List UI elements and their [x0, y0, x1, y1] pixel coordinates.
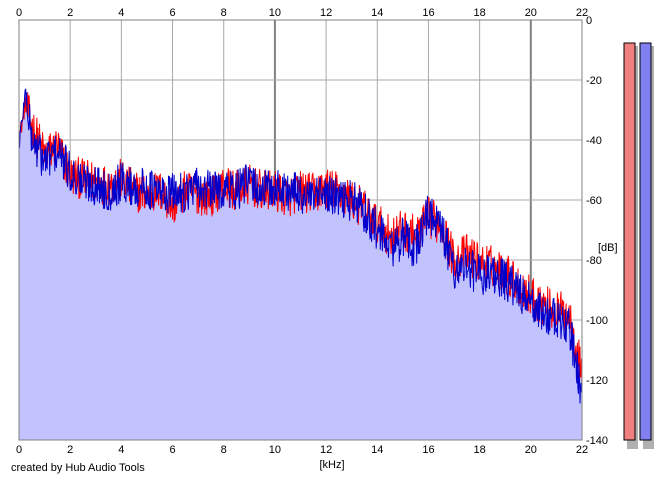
level-meters	[623, 42, 654, 449]
x-tick-label-top: 14	[371, 7, 383, 19]
x-tick-label-top: 18	[474, 7, 486, 19]
x-tick-label-bottom: 12	[320, 444, 332, 456]
x-tick-label-bottom: 16	[422, 444, 434, 456]
x-tick-label-bottom: 18	[474, 444, 486, 456]
x-tick-label-top: 22	[576, 7, 588, 19]
plot-frame	[18, 19, 583, 441]
x-tick-label-top: 20	[525, 7, 537, 19]
x-tick-labels-top: 0 2 4 6 8 10 12 14 16 18 20 22	[16, 7, 588, 19]
x-tick-label-top: 4	[118, 7, 124, 19]
x-tick-label-top: 2	[67, 7, 73, 19]
y-tick-label: -20	[586, 75, 602, 87]
x-tick-label-bottom: 20	[525, 444, 537, 456]
x-tick-label-bottom: 4	[118, 444, 124, 456]
x-tick-label-top: 10	[269, 7, 281, 19]
spectrum-series	[18, 88, 583, 404]
x-tick-label-top: 12	[320, 7, 332, 19]
y-tick-labels: 0 -20 -40 -60 -80 -100 -120 -140	[586, 15, 608, 447]
x-tick-label-top: 0	[16, 7, 22, 19]
spectrum-fill-area	[19, 88, 582, 441]
y-tick-label: -60	[586, 195, 602, 207]
x-tick-labels-bottom: 0 2 4 6 8 10 12 14 16 18 20 22	[16, 444, 588, 456]
x-tick-label-bottom: 22	[576, 444, 588, 456]
y-tick-label: -140	[586, 435, 608, 447]
y-tick-label: -100	[586, 315, 608, 327]
y-tick-label: -40	[586, 135, 602, 147]
x-tick-label-top: 16	[422, 7, 434, 19]
x-axis-label: [kHz]	[319, 459, 344, 471]
x-tick-label-bottom: 8	[221, 444, 227, 456]
y-tick-label: -120	[586, 375, 608, 387]
y-axis-label: [dB]	[598, 242, 618, 254]
x-tick-label-bottom: 14	[371, 444, 383, 456]
x-tick-label-top: 8	[221, 7, 227, 19]
meter-bar-left	[623, 42, 636, 441]
x-tick-label-bottom: 0	[16, 444, 22, 456]
credit-text: created by Hub Audio Tools	[11, 462, 145, 474]
x-tick-label-bottom: 6	[169, 444, 175, 456]
x-tick-label-bottom: 2	[67, 444, 73, 456]
x-tick-label-bottom: 10	[269, 444, 281, 456]
y-tick-label: -80	[586, 255, 602, 267]
y-tick-label: 0	[586, 15, 592, 27]
meter-bar-right	[639, 42, 652, 441]
x-tick-label-top: 6	[169, 7, 175, 19]
series-line-right	[18, 88, 583, 404]
